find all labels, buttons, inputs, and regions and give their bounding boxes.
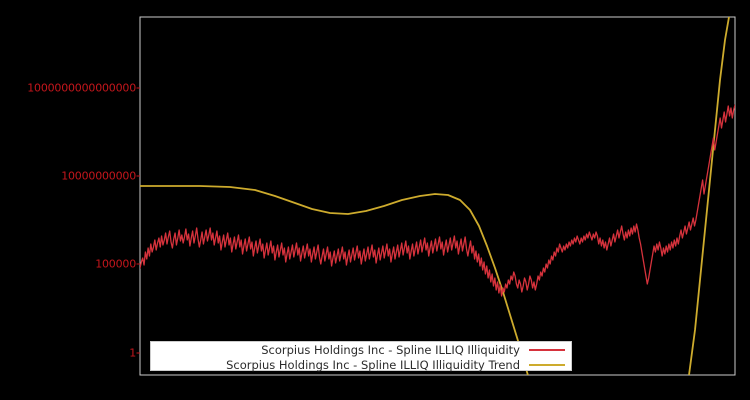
legend-swatch-illiquidity (529, 349, 565, 351)
series-line-illiquidity (140, 104, 735, 297)
legend-swatch-trend (529, 364, 565, 366)
series-line-trend (140, 17, 730, 375)
y-tick-label: 1 (129, 346, 136, 360)
y-tick-label: 100000 (95, 257, 136, 271)
y-tick-label: 10000000000 (61, 169, 136, 183)
chart-legend[interactable]: Scorpius Holdings Inc - Spline ILLIQ Ill… (150, 341, 572, 371)
series-group (140, 17, 735, 375)
legend-item-trend[interactable]: Scorpius Holdings Inc - Spline ILLIQ Ill… (151, 358, 565, 372)
legend-label-trend: Scorpius Holdings Inc - Spline ILLIQ Ill… (226, 358, 520, 372)
legend-item-illiquidity[interactable]: Scorpius Holdings Inc - Spline ILLIQ Ill… (151, 343, 565, 357)
y-axis-tick-marks (136, 87, 140, 354)
legend-label-illiquidity: Scorpius Holdings Inc - Spline ILLIQ Ill… (261, 343, 520, 357)
plot-frame (139, 16, 736, 376)
y-tick-label: 1000000000000000 (27, 81, 136, 95)
